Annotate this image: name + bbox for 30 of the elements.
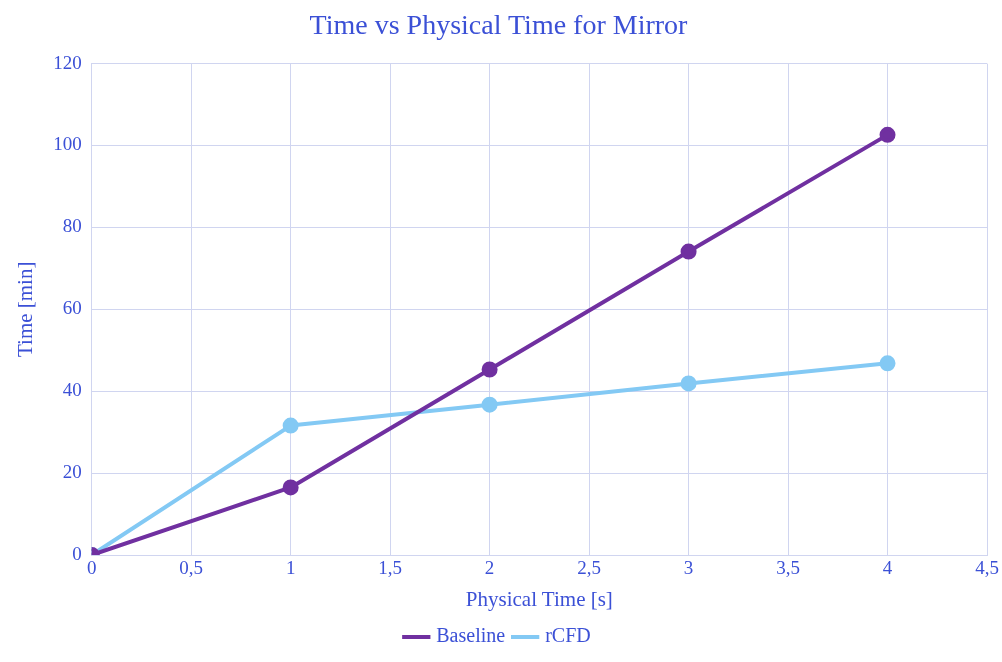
y-tick-label: 0 (72, 542, 82, 564)
y-tick-label: 80 (62, 215, 82, 237)
x-tick-label: 0,5 (179, 557, 204, 579)
x-tick-label: 2,5 (577, 557, 601, 579)
point (680, 243, 697, 260)
y-tick-label: 40 (62, 379, 82, 401)
point (282, 417, 299, 434)
x-tick-label: 0 (86, 557, 97, 579)
x-tick-label: 4,5 (975, 557, 999, 579)
x-tick-label: 2 (484, 557, 495, 579)
legend-label: Baseline (436, 624, 506, 647)
y-tick-label: 20 (62, 461, 82, 483)
x-axis-title: Physical Time [s] (465, 586, 613, 611)
point (481, 361, 498, 378)
x-tick-label: 4 (882, 557, 893, 579)
point (481, 396, 498, 413)
x-tick-label: 1,5 (378, 557, 403, 579)
point (879, 126, 896, 143)
y-tick-label: 60 (62, 297, 82, 319)
y-tick-label: 100 (53, 133, 82, 155)
x-tick-label: 3 (683, 557, 694, 579)
y-axis-title: Time [min] (13, 261, 38, 358)
x-tick-label: 1 (285, 557, 296, 579)
y-tick-label: 120 (53, 51, 82, 73)
point (680, 375, 697, 392)
point (879, 355, 896, 372)
point (282, 479, 299, 496)
legend-label: rCFD (545, 624, 591, 647)
x-tick-label: 3,5 (776, 557, 800, 579)
chart-title: Time vs Physical Time for Mirror (309, 9, 689, 41)
